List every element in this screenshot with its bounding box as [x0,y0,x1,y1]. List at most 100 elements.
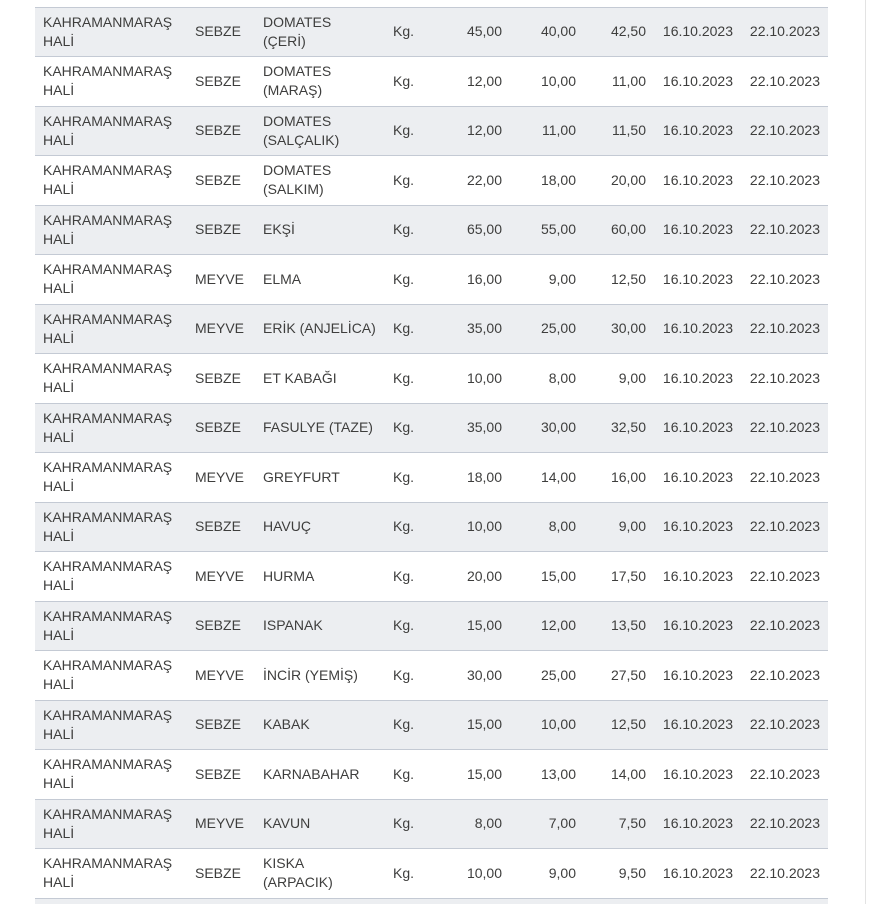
cell-market: KAHRAMANMARAŞ HALİ [35,699,187,750]
cell-product: KAVUN [255,798,385,849]
cell-date-start: 16.10.2023 [654,848,741,898]
cell-type: MEYVE [187,303,255,354]
cell-market: KAHRAMANMARAŞ HALİ [35,353,187,403]
table-row: KAHRAMANMARAŞ HALİ SEBZE KARNABAHAR Kg. … [35,749,828,799]
cell-price-max: 15,00 [455,699,510,750]
cell-unit: Kg. [385,749,455,799]
cell-date-end: 22.10.2023 [741,650,828,700]
cell-type: MEYVE [187,650,255,700]
market-prices-table: KAHRAMANMARAŞ HALİ SEBZE DOMATES (ÇERİ) … [35,0,828,904]
cell-date-start: 16.10.2023 [654,303,741,354]
cell-product: GREYFURT [255,452,385,502]
table-row: KAHRAMANMARAŞ HALİ SEBZE DOMATES (SALÇAL… [35,105,828,156]
cell-date-end: 22.10.2023 [741,452,828,502]
cell-type: MEYVE [187,551,255,601]
cell-price-max: 35,00 [455,402,510,453]
cell-date-start: 16.10.2023 [654,6,741,57]
cell-price-max: 45,00 [455,6,510,57]
table-row: KAHRAMANMARAŞ HALİ MEYVE GREYFURT Kg. 18… [35,452,828,502]
cell-date-start: 16.10.2023 [654,254,741,304]
cell-market: KAHRAMANMARAŞ HALİ [35,452,187,502]
cell-unit: Kg. [385,353,455,403]
cell-market: KAHRAMANMARAŞ HALİ [35,650,187,700]
cell-price-min: 18,00 [510,155,584,205]
cell-date-start: 16.10.2023 [654,105,741,156]
cell-price-min: 8,00 [510,501,584,552]
cell-market: KAHRAMANMARAŞ HALİ [35,600,187,651]
table-row: KAHRAMANMARAŞ HALİ SEBZE KABAK Kg. 15,00… [35,699,828,750]
cell-price-min: 13,00 [510,749,584,799]
cell-market: KAHRAMANMARAŞ HALİ [35,254,187,304]
cell-date-start: 16.10.2023 [654,699,741,750]
cell-price-min: 30,00 [510,402,584,453]
cell-unit: Kg. [385,452,455,502]
cell-price-max: 16,00 [455,254,510,304]
cell-market: KAHRAMANMARAŞ HALİ [35,105,187,156]
table-row: KAHRAMANMARAŞ HALİ MEYVE ERİK (ANJELİCA)… [35,303,828,354]
cell-type: SEBZE [187,105,255,156]
cell-market: KAHRAMANMARAŞ HALİ [35,848,187,898]
cell-product: DOMATES (SALÇALIK) [255,105,385,156]
cell-unit: Kg. [385,254,455,304]
cell-product: ELMA [255,254,385,304]
cell-type: MEYVE [187,254,255,304]
table-row: KAHRAMANMARAŞ HALİ SEBZE DOMATES (MARAŞ)… [35,56,828,106]
cell-price-max: 8,00 [455,798,510,849]
cell-market: KAHRAMANMARAŞ HALİ [35,798,187,849]
table-row: KAHRAMANMARAŞ HALİ MEYVE ELMA Kg. 16,00 … [35,254,828,304]
table-viewport: KAHRAMANMARAŞ HALİ SEBZE DOMATES (ÇERİ) … [35,0,828,904]
cell-market: KAHRAMANMARAŞ HALİ [35,204,187,255]
cell-price-avg: 17,50 [584,551,654,601]
cell-type: SEBZE [187,749,255,799]
cell-price-avg: 14,00 [584,749,654,799]
cell-type: SEBZE [187,353,255,403]
cell-date-start: 16.10.2023 [654,56,741,106]
cell-unit: Kg. [385,551,455,601]
cell-price-min: 25,00 [510,650,584,700]
cell-unit: Kg. [385,600,455,651]
cell-price-avg: 7,50 [584,798,654,849]
cell-date-end: 22.10.2023 [741,204,828,255]
cell-type: SEBZE [187,501,255,552]
cell-date-end: 22.10.2023 [741,749,828,799]
cell-price-min: 10,00 [510,699,584,750]
cell-date-end: 22.10.2023 [741,699,828,750]
cell-unit: Kg. [385,402,455,453]
cell-price-avg: 60,00 [584,204,654,255]
cell-unit: Kg. [385,155,455,205]
cell-product: ISPANAK [255,600,385,651]
cell-price-avg: 12,50 [584,699,654,750]
cell-date-end: 22.10.2023 [741,254,828,304]
cell-price-avg: 13,50 [584,600,654,651]
cell-market: KAHRAMANMARAŞ HALİ [35,303,187,354]
cell-unit: Kg. [385,303,455,354]
cell-price-min: 10,00 [510,56,584,106]
cell-date-end: 22.10.2023 [741,501,828,552]
cell-date-end: 22.10.2023 [741,848,828,898]
cell-price-max: 20,00 [455,551,510,601]
table-row: KAHRAMANMARAŞ HALİ SEBZE DOMATES (ÇERİ) … [35,6,828,57]
cell-date-start: 16.10.2023 [654,749,741,799]
cell-price-avg: 30,00 [584,303,654,354]
cell-product: HAVUÇ [255,501,385,552]
cell-price-avg: 32,50 [584,402,654,453]
cell-type: SEBZE [187,204,255,255]
partial-row-bottom [35,897,828,904]
cell-price-min: 15,00 [510,551,584,601]
cell-price-min: 8,00 [510,353,584,403]
cell-date-end: 22.10.2023 [741,56,828,106]
cell-date-start: 16.10.2023 [654,798,741,849]
cell-price-max: 10,00 [455,501,510,552]
table-body: KAHRAMANMARAŞ HALİ SEBZE DOMATES (ÇERİ) … [35,0,828,904]
cell-market: KAHRAMANMARAŞ HALİ [35,749,187,799]
cell-price-max: 12,00 [455,105,510,156]
cell-unit: Kg. [385,699,455,750]
cell-date-start: 16.10.2023 [654,501,741,552]
cell-type: MEYVE [187,452,255,502]
cell-price-max: 10,00 [455,353,510,403]
cell-date-end: 22.10.2023 [741,6,828,57]
cell-date-end: 22.10.2023 [741,551,828,601]
cell-unit: Kg. [385,56,455,106]
cell-price-min: 11,00 [510,105,584,156]
table-row: KAHRAMANMARAŞ HALİ SEBZE DOMATES (SALKIM… [35,155,828,205]
